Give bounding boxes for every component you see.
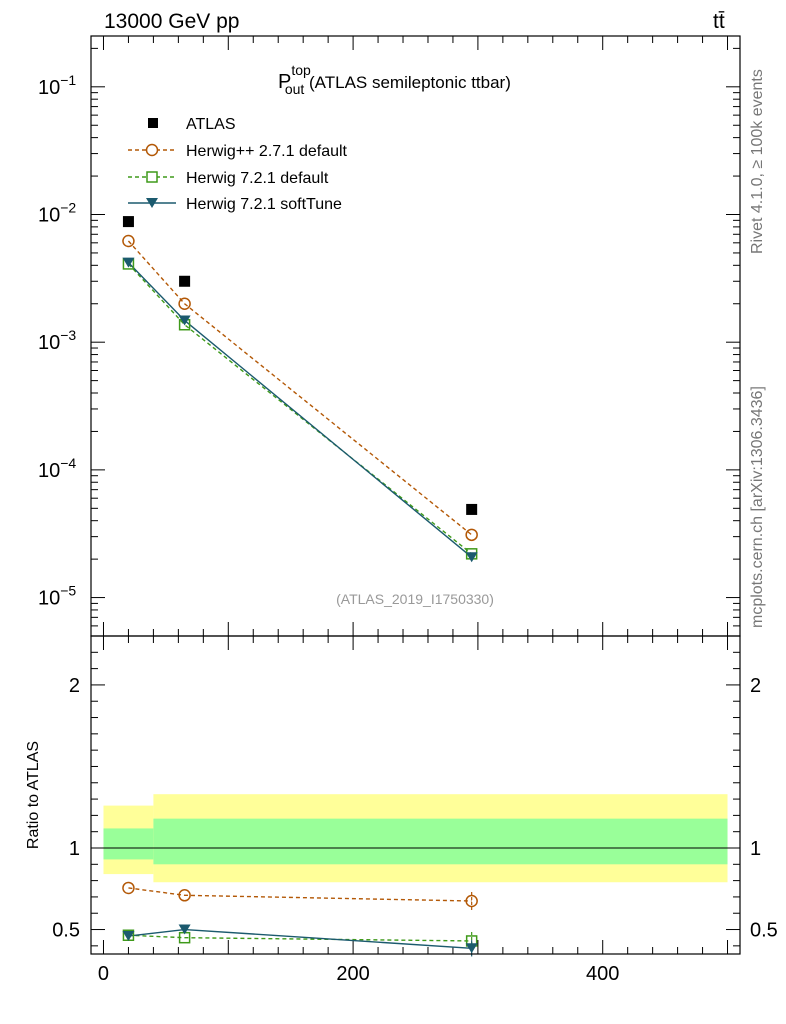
rivet-label: Rivet 4.1.0, ≥ 100k events bbox=[749, 69, 766, 254]
ratio-y-tick-label-right: 0.5 bbox=[750, 920, 778, 942]
x-tick-label: 0 bbox=[98, 963, 109, 985]
x-tick-label: 200 bbox=[336, 963, 369, 985]
legend-marker-herwig7-softtune bbox=[146, 198, 158, 208]
legend-marker-herwig7-default bbox=[146, 171, 158, 183]
ratio-point-herwig-2-7-1-default bbox=[122, 881, 135, 895]
ratio-axis-ticks bbox=[91, 635, 740, 954]
legend-label-herwig7-softtune: Herwig 7.2.1 softTune bbox=[186, 196, 342, 213]
ratio-point-herwig-2-7-1-default bbox=[465, 894, 478, 908]
ratio-line-herwig-7-2-1-default bbox=[128, 934, 472, 942]
main-point-herwig-2-7-1-default bbox=[178, 297, 191, 310]
ratio-frame bbox=[90, 635, 741, 955]
ratio-point-herwig-7-2-1-softtune bbox=[178, 924, 191, 935]
main-point-atlas bbox=[466, 503, 478, 515]
ratio-y-tick-label-left: 1 bbox=[69, 838, 80, 860]
main-y-tick-labels: 10−1 10−2 10−3 10−4 10−5 bbox=[38, 72, 76, 610]
legend-marker-herwigpp bbox=[145, 143, 159, 157]
title-suffix: (ATLAS semileptonic ttbar) bbox=[304, 73, 511, 92]
main-y-tick-label: 10−3 bbox=[38, 327, 76, 354]
legend-label-herwig7-default: Herwig 7.2.1 default bbox=[186, 170, 329, 187]
ratio-point-herwig-7-2-1-softtune bbox=[122, 931, 135, 942]
plot-title: Ptop out (ATLAS semileptonic ttbar) bbox=[278, 62, 511, 97]
ratio-band-inner bbox=[153, 818, 728, 865]
main-y-tick-label: 10−2 bbox=[38, 199, 76, 226]
main-panel: 10−1 10−2 10−3 10−4 10−5 Ptop out (ATLAS semi… bbox=[38, 35, 741, 637]
legend-entry-herwig7-softtune: Herwig 7.2.1 softTune bbox=[128, 196, 342, 213]
legend-label-herwigpp: Herwig++ 2.7.1 default bbox=[186, 143, 348, 160]
ratio-point-herwig-2-7-1-default bbox=[178, 889, 191, 902]
ratio-y-tick-label-right: 1 bbox=[750, 838, 761, 860]
main-y-tick-label: 10−4 bbox=[38, 455, 76, 482]
title-main: P bbox=[278, 71, 291, 93]
title-sub: out bbox=[285, 81, 305, 97]
x-tick-label: 400 bbox=[586, 963, 619, 985]
title-sup: top bbox=[291, 62, 311, 78]
ratio-bands bbox=[103, 794, 728, 883]
main-point-herwig-2-7-1-default bbox=[465, 528, 478, 542]
main-point-herwig-7-2-1-softtune bbox=[122, 257, 135, 268]
ratio-y-tick-label-left: 0.5 bbox=[52, 920, 80, 942]
main-y-tick-label: 10−1 bbox=[38, 72, 76, 99]
main-axis-ticks bbox=[91, 36, 740, 636]
main-point-herwig-7-2-1-softtune bbox=[465, 552, 478, 563]
main-data-points bbox=[122, 216, 478, 563]
main-point-herwig-2-7-1-default bbox=[122, 234, 135, 248]
main-line-herwig-2-7-1-default bbox=[127, 240, 473, 536]
main-y-tick-label: 10−5 bbox=[38, 583, 76, 610]
main-point-herwig-7-2-1-softtune bbox=[178, 315, 191, 326]
ratio-panel: 0.5 0.5 1 1 2 2 0 200 400 Ratio to ATLAS bbox=[25, 635, 778, 985]
mcplots-label: mcplots.cern.ch [arXiv:1306.3436] bbox=[749, 386, 766, 628]
legend-label-atlas: ATLAS bbox=[186, 116, 236, 133]
ratio-line-herwig-2-7-1-default bbox=[128, 887, 472, 902]
ratio-ylabel: Ratio to ATLAS bbox=[25, 741, 42, 849]
ratio-point-herwig-7-2-1-softtune bbox=[465, 943, 478, 954]
analysis-id: (ATLAS_2019_I1750330) bbox=[336, 591, 494, 607]
legend-entry-herwig7-default: Herwig 7.2.1 default bbox=[128, 170, 329, 187]
ratio-y-tick-label-right: 2 bbox=[750, 675, 761, 697]
legend-marker-atlas bbox=[148, 118, 158, 128]
main-series-lines bbox=[127, 240, 473, 558]
legend: ATLAS Herwig++ 2.7.1 default Herwig 7.2.… bbox=[128, 116, 348, 213]
process-label: tt̄ bbox=[713, 10, 725, 33]
main-point-atlas bbox=[179, 275, 191, 287]
legend-entry-atlas: ATLAS bbox=[148, 116, 236, 133]
legend-entry-herwigpp: Herwig++ 2.7.1 default bbox=[128, 143, 348, 160]
main-point-atlas bbox=[122, 216, 134, 228]
ratio-band-inner bbox=[103, 828, 154, 860]
ratio-y-tick-label-left: 2 bbox=[69, 675, 80, 697]
energy-label: 13000 GeV pp bbox=[104, 10, 239, 33]
ratio-data-points bbox=[122, 881, 478, 954]
ratio-tick-labels: 0.5 0.5 1 1 2 2 0 200 400 bbox=[52, 675, 778, 985]
